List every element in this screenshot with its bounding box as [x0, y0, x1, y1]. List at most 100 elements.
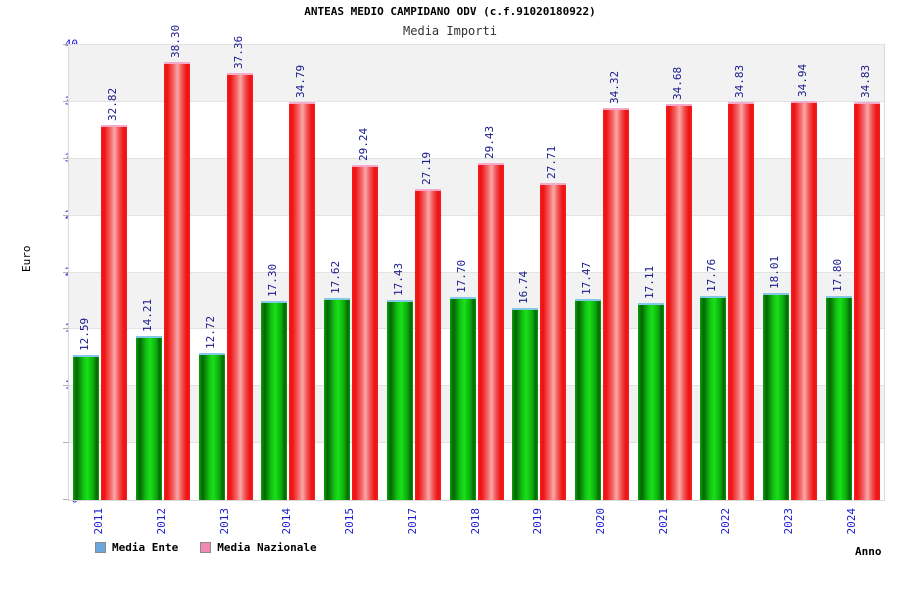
legend-swatch-icon — [200, 542, 212, 553]
chart-legend: Media Ente Media Nazionale — [95, 541, 329, 554]
bar-media-ente[interactable]: 17.11 — [637, 266, 664, 500]
bar-media-ente[interactable]: 12.59 — [73, 318, 100, 500]
bar-value-label: 16.74 — [517, 270, 531, 304]
y-tick-mark — [63, 157, 68, 159]
bar-group: 12.59 32.82 — [73, 45, 128, 500]
gridline — [69, 100, 884, 102]
bar-media-ente[interactable]: 12.72 — [198, 316, 225, 500]
y-tick-mark — [63, 442, 68, 444]
bar-value-label: 34.79 — [294, 65, 308, 99]
bar-group: 17.43 27.19 — [386, 45, 441, 500]
x-axis-title: Anno — [855, 545, 882, 558]
bar-media-ente[interactable]: 17.70 — [449, 260, 476, 500]
bar-value-label: 34.83 — [733, 64, 747, 98]
bar-value-label: 12.72 — [203, 316, 217, 350]
bar-value-label: 17.62 — [329, 260, 343, 294]
legend-item[interactable]: Media Nazionale — [200, 541, 317, 554]
bar-media-nazionale[interactable]: 34.79 — [289, 65, 316, 500]
y-tick-mark — [63, 385, 68, 387]
bar-group: 17.30 34.79 — [261, 45, 316, 500]
x-tick-label: 2019 — [531, 508, 545, 535]
gridline — [69, 442, 884, 444]
y-tick-mark — [63, 44, 68, 45]
y-axis-title: Euro — [20, 245, 33, 273]
bar-group: 17.76 34.83 — [700, 45, 755, 500]
bar-value-label: 17.11 — [642, 266, 656, 300]
bar-media-ente[interactable]: 17.30 — [261, 264, 288, 500]
legend-item[interactable]: Media Ente — [95, 541, 178, 554]
gridline — [69, 214, 884, 216]
bar-value-label: 17.70 — [454, 259, 468, 293]
bar-media-nazionale[interactable]: 32.82 — [101, 88, 128, 500]
bar-media-ente[interactable]: 17.62 — [324, 260, 351, 500]
bar-media-nazionale[interactable]: 34.83 — [853, 65, 880, 500]
bar-group: 17.11 34.68 — [637, 45, 692, 500]
bar-value-label: 17.80 — [830, 258, 844, 292]
bar-value-label: 38.30 — [169, 25, 183, 59]
x-tick-label: 2011 — [92, 508, 106, 535]
bar-group: 17.80 34.83 — [825, 45, 880, 500]
bar-group: 17.70 29.43 — [449, 45, 504, 500]
bar-media-nazionale[interactable]: 37.36 — [226, 36, 253, 500]
bar-media-ente[interactable]: 17.80 — [825, 258, 852, 500]
chart-subtitle: Media Importi — [403, 24, 497, 38]
x-tick-label: 2022 — [719, 508, 733, 535]
bar-media-nazionale[interactable]: 34.32 — [602, 71, 629, 500]
legend-label: Media Nazionale — [217, 541, 317, 554]
bar-group: 17.47 34.32 — [574, 45, 629, 500]
bar-media-nazionale[interactable]: 34.83 — [728, 65, 755, 500]
bar-media-nazionale[interactable]: 27.19 — [414, 152, 441, 500]
bar-media-ente[interactable]: 17.43 — [386, 263, 413, 500]
chart-title: ANTEAS MEDIO CAMPIDANO ODV (c.f.91020180… — [304, 5, 596, 18]
gridline — [69, 44, 884, 45]
bar-value-label: 29.24 — [357, 128, 371, 162]
bar-value-label: 27.19 — [419, 151, 433, 185]
bar-value-label: 17.47 — [579, 262, 593, 296]
bar-value-label: 34.94 — [795, 63, 809, 97]
y-tick-mark — [63, 328, 68, 330]
bar-value-label: 32.82 — [106, 87, 120, 121]
x-tick-label: 2012 — [155, 508, 169, 535]
y-tick-mark — [63, 100, 68, 102]
x-tick-label: 2017 — [405, 508, 419, 535]
bar-media-nazionale[interactable]: 34.94 — [790, 63, 817, 500]
background-band — [69, 45, 884, 102]
y-tick-mark — [63, 271, 68, 273]
bar-group: 14.21 38.30 — [136, 25, 191, 500]
bar-value-label: 14.21 — [141, 299, 155, 333]
gridline — [69, 385, 884, 387]
bar-media-nazionale[interactable]: 38.30 — [164, 25, 191, 500]
gridline — [69, 157, 884, 159]
bar-group: 17.62 29.24 — [324, 45, 379, 500]
bar-media-ente[interactable]: 14.21 — [136, 299, 163, 500]
x-tick-label: 2015 — [343, 508, 357, 535]
bar-media-ente[interactable]: 17.76 — [700, 259, 727, 500]
legend-swatch-icon — [95, 542, 106, 553]
bar-media-ente[interactable]: 17.47 — [574, 262, 601, 500]
x-tick-label: 2020 — [593, 508, 607, 535]
bar-media-nazionale[interactable]: 27.71 — [540, 146, 567, 500]
bar-group: 18.01 34.94 — [762, 45, 817, 500]
bar-value-label: 29.43 — [482, 126, 496, 160]
bar-value-label: 18.01 — [767, 256, 781, 290]
bar-media-ente[interactable]: 18.01 — [762, 256, 789, 500]
bar-group: 12.72 37.36 — [198, 36, 253, 500]
bar-value-label: 17.76 — [705, 258, 719, 292]
bar-value-label: 17.30 — [266, 264, 280, 298]
bar-media-nazionale[interactable]: 29.24 — [352, 128, 379, 500]
bar-media-nazionale[interactable]: 34.68 — [665, 66, 692, 500]
x-tick-label: 2018 — [468, 508, 482, 535]
x-tick-label: 2021 — [656, 508, 670, 535]
y-tick-mark — [63, 499, 68, 500]
x-tick-label: 2023 — [781, 508, 795, 535]
bar-value-label: 17.43 — [391, 262, 405, 296]
bar-media-nazionale[interactable]: 29.43 — [477, 126, 504, 500]
bar-media-ente[interactable]: 16.74 — [512, 270, 539, 500]
bar-value-label: 34.83 — [858, 64, 872, 98]
bar-value-label: 37.36 — [231, 35, 245, 70]
gridline — [69, 328, 884, 330]
plot-area: 12.59 32.82 14.21 38.30 12.72 37.36 17.30 34.79… — [68, 25, 885, 501]
bar-value-label: 34.68 — [670, 66, 684, 100]
x-tick-label: 2013 — [217, 508, 231, 535]
